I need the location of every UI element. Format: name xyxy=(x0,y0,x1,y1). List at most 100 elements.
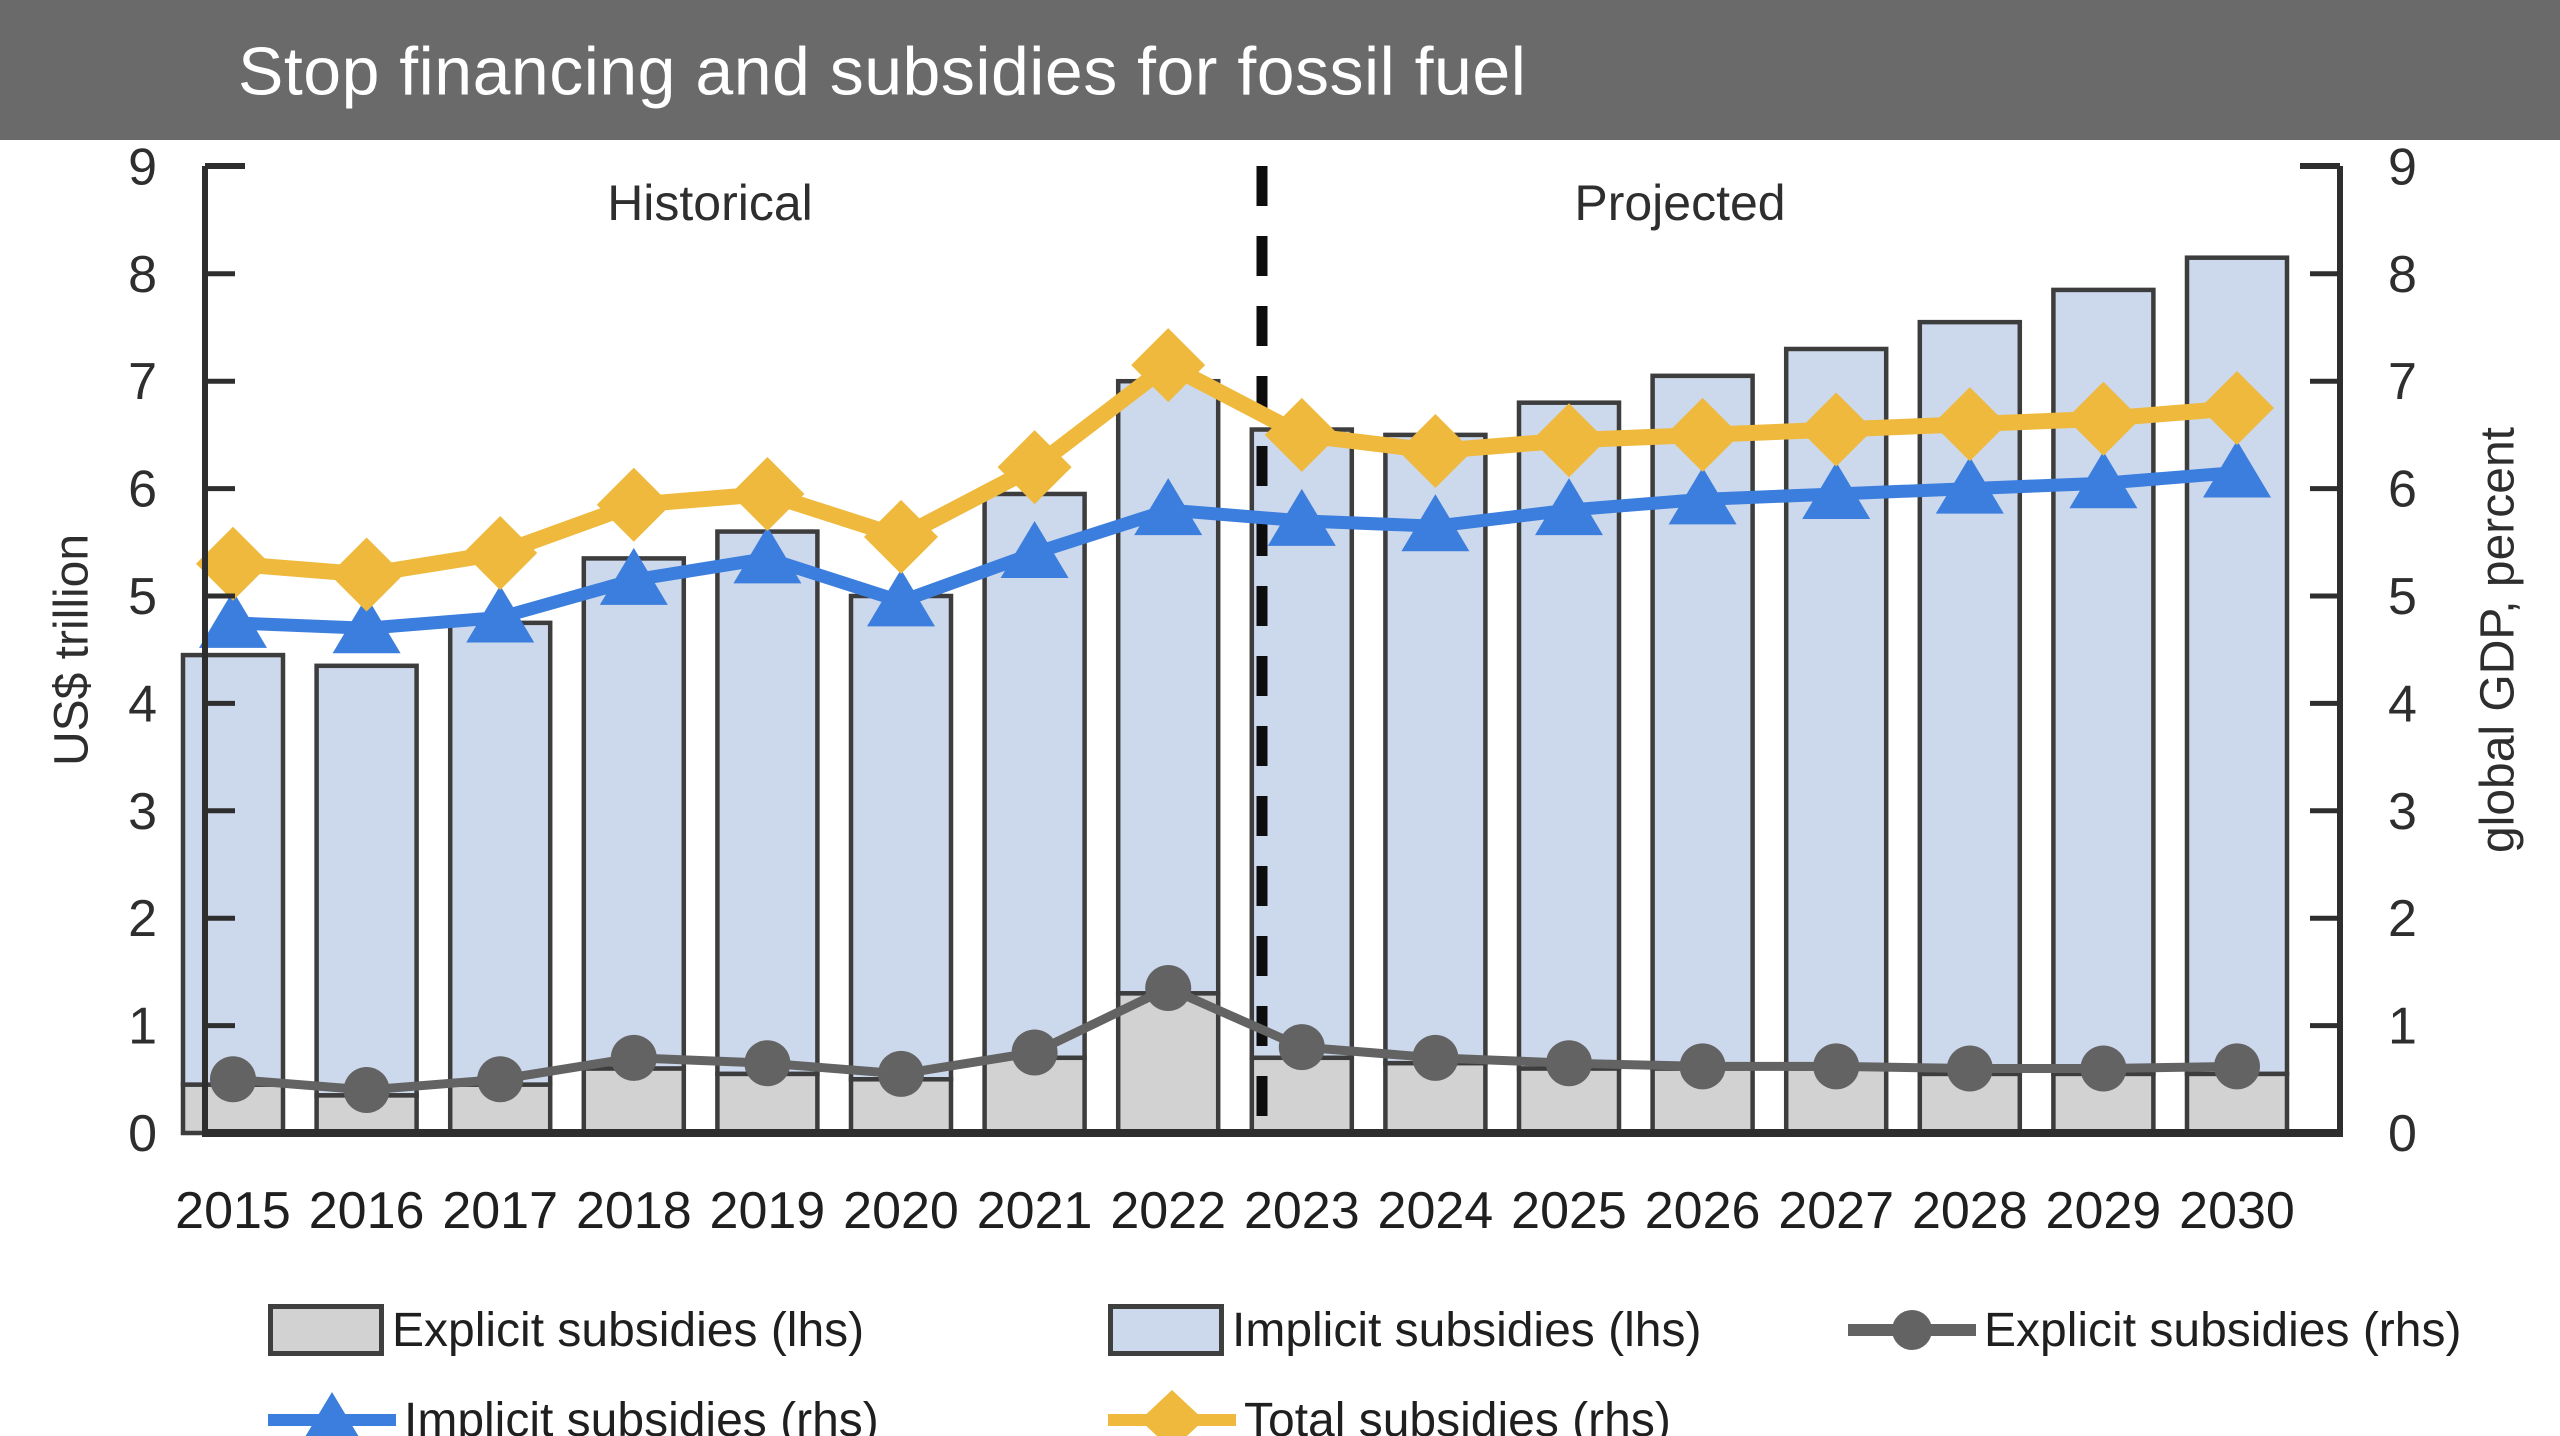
right-axis-tick-label: 1 xyxy=(2388,998,2417,1056)
circle-line-marker-icon xyxy=(1848,1300,1976,1360)
subsidies-chart: 0 1 2 3 4 5 6 7 8 9 0 1 2 3 4 5 6 7 8 9 2015 2016 2017 2018 2019… xyxy=(0,138,2560,1436)
x-tick-label: 2024 xyxy=(1378,1182,1494,1240)
x-tick-label: 2030 xyxy=(2179,1182,2295,1240)
legend-label: Implicit subsidies (lhs) xyxy=(1232,1303,1702,1357)
diamond-marker xyxy=(329,537,404,612)
legend-marker-canvas xyxy=(1848,1310,1976,1350)
circle-marker xyxy=(1679,1043,1726,1090)
right-axis-tick-label: 0 xyxy=(2388,1105,2417,1163)
x-tick-label: 2023 xyxy=(1244,1182,1360,1240)
x-tick-label: 2026 xyxy=(1645,1182,1761,1240)
diamond-marker xyxy=(2066,381,2141,456)
legend-label: Explicit subsidies (lhs) xyxy=(392,1303,865,1357)
right-axis-tick-label: 4 xyxy=(2388,675,2417,733)
circle-marker xyxy=(1412,1034,1459,1081)
implicit-subsidies-bar xyxy=(848,593,954,1082)
x-tick-label: 2020 xyxy=(843,1182,959,1240)
diamond-marker xyxy=(1398,414,1473,489)
right-axis-title: global GDP, percent xyxy=(2471,426,2525,854)
legend-item-total-rhs: Total subsidies (rhs) xyxy=(1108,1390,1671,1436)
triangle-marker xyxy=(1935,456,2004,514)
legend-item-explicit-lhs: Explicit subsidies (lhs) xyxy=(268,1300,864,1360)
diamond-marker xyxy=(196,526,270,601)
implicit-subsidies-bar xyxy=(314,663,419,1098)
legend-label: Total subsidies (rhs) xyxy=(1244,1393,1671,1436)
diamond-line-marker-icon xyxy=(1108,1390,1236,1436)
triangle-marker xyxy=(332,596,401,654)
x-tick-label: 2022 xyxy=(1110,1182,1226,1240)
triangle-marker xyxy=(867,569,935,627)
triangle-marker xyxy=(199,590,267,648)
explicit-subsidies-rhs-line xyxy=(232,983,2238,1095)
left-axis-tick-label: 6 xyxy=(128,461,157,519)
left-axis-tick-label: 1 xyxy=(128,998,157,1056)
gray-bar-swatch-icon xyxy=(268,1304,384,1356)
right-axis-tick-label: 5 xyxy=(2388,568,2417,626)
x-tick-label: 2017 xyxy=(442,1182,558,1240)
x-tick-label: 2021 xyxy=(977,1182,1093,1240)
diamond-marker xyxy=(1799,392,1874,467)
circle-marker xyxy=(1813,1043,1860,1090)
triangle-marker xyxy=(1134,478,1203,536)
chart-canvas: 0 1 2 3 4 5 6 7 8 9 0 1 2 3 4 5 6 7 8 9 2015 2016 2017 2018 2019… xyxy=(128,138,2417,1240)
lines-group xyxy=(196,328,2274,1114)
diamond-marker xyxy=(1932,387,2007,462)
left-axis-tick-label: 2 xyxy=(128,890,157,948)
triangle-marker xyxy=(1000,521,1069,579)
triangle-marker xyxy=(2069,451,2138,509)
implicit-subsidies-bar xyxy=(982,491,1087,1061)
right-axis-tick-label: 9 xyxy=(2388,140,2417,196)
circle-marker xyxy=(1278,1024,1325,1071)
triangle-marker xyxy=(1401,494,1470,552)
circle-marker xyxy=(477,1056,524,1103)
title-bar: Stop financing and subsidies for fossil … xyxy=(0,0,2560,140)
legend-item-implicit-lhs: Implicit subsidies (lhs) xyxy=(1108,1300,1701,1360)
explicit-subsidies-bar xyxy=(1115,991,1221,1136)
page-title: Stop financing and subsidies for fossil … xyxy=(238,33,1527,110)
triangle-marker xyxy=(1267,488,1336,546)
legend-label: Implicit subsidies (rhs) xyxy=(404,1393,879,1436)
right-axis-tick-label: 2 xyxy=(2388,890,2417,948)
triangle-marker xyxy=(2203,440,2271,498)
diamond-marker xyxy=(463,516,538,591)
triangle-marker xyxy=(1668,467,1737,525)
diamond-marker xyxy=(1131,328,1206,403)
right-axis-tick-label: 8 xyxy=(2388,246,2417,304)
x-tick-label: 2025 xyxy=(1511,1182,1627,1240)
circle-marker xyxy=(2080,1045,2127,1092)
implicit-subsidies-bar xyxy=(1249,427,1355,1061)
diamond-marker xyxy=(2200,371,2274,446)
diamond-marker xyxy=(730,456,805,531)
circle-marker xyxy=(343,1067,390,1114)
triangle-marker xyxy=(1535,478,1603,536)
left-axis-title: US$ trillion xyxy=(45,533,99,767)
legend-marker-canvas xyxy=(268,1392,396,1436)
x-tick-label: 2028 xyxy=(1912,1182,2028,1240)
circle-marker xyxy=(1011,1029,1058,1076)
circle-marker xyxy=(610,1034,657,1081)
implicit-subsidies-bar xyxy=(180,652,286,1087)
legend-item-explicit-rhs: Explicit subsidies (rhs) xyxy=(1848,1300,2461,1360)
right-axis-tick-label: 3 xyxy=(2388,783,2417,841)
diamond-marker xyxy=(997,430,1072,505)
explicit-subsidies-bar xyxy=(314,1093,419,1136)
circle-marker xyxy=(878,1050,924,1097)
x-tick-label: 2029 xyxy=(2046,1182,2162,1240)
x-tick-label: 2018 xyxy=(576,1182,692,1240)
implicit-subsidies-bar xyxy=(1115,378,1221,996)
triangle-line-marker-icon xyxy=(268,1390,396,1436)
x-tick-label: 2015 xyxy=(175,1182,291,1240)
diamond-marker xyxy=(596,467,671,542)
triangle-marker xyxy=(599,547,668,605)
left-axis-tick-label: 5 xyxy=(128,568,157,626)
blue-bar-swatch-icon xyxy=(1108,1304,1224,1356)
legend-item-implicit-rhs: Implicit subsidies (rhs) xyxy=(268,1390,879,1436)
left-axis-tick-label: 4 xyxy=(128,675,157,733)
right-axis-tick-label: 7 xyxy=(2388,353,2417,411)
implicit-subsidies-bar xyxy=(715,529,820,1077)
circle-marker xyxy=(1946,1045,1993,1092)
triangle-marker xyxy=(466,585,535,643)
x-tick-label: 2019 xyxy=(710,1182,826,1240)
circle-marker xyxy=(2214,1043,2260,1090)
implicit-subsidies-bar xyxy=(447,620,553,1087)
